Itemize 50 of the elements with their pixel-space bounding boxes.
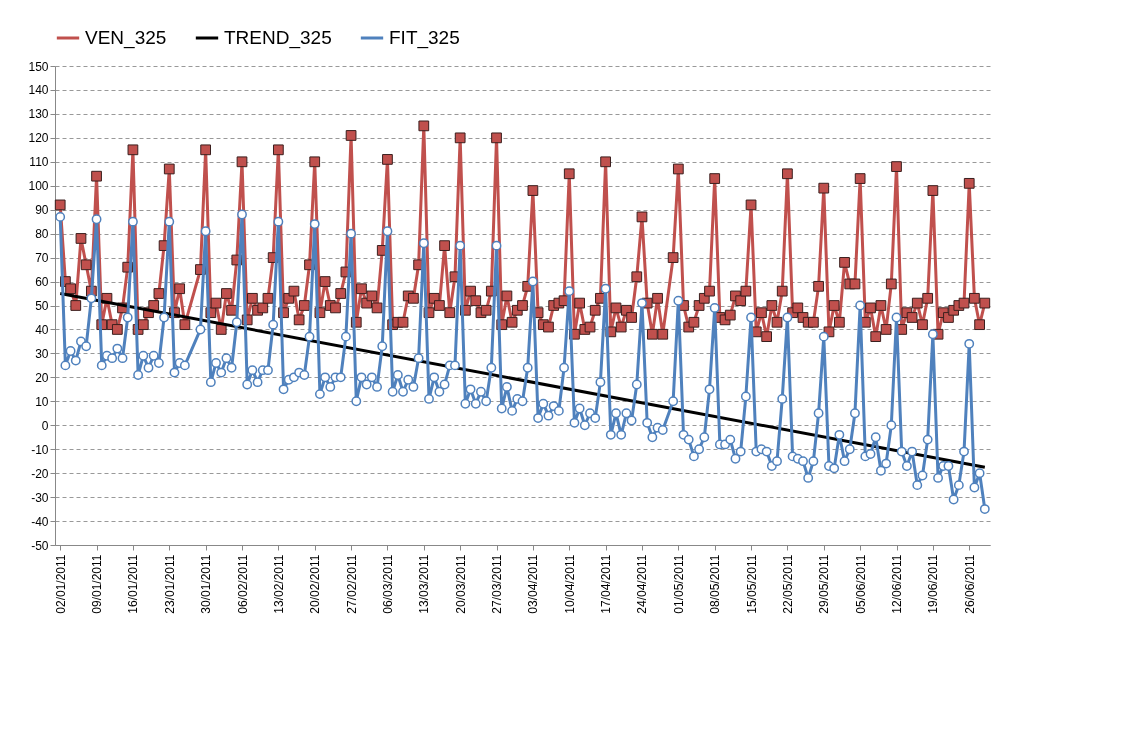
x-tick-label: 24/04/2011 — [635, 554, 650, 614]
y-tick-label: 40 — [35, 322, 49, 337]
x-tick-label: 09/01/2011 — [90, 554, 105, 614]
y-tick-label: 10 — [35, 394, 49, 409]
y-tick-label: -40 — [31, 514, 49, 529]
x-tick-label: 16/01/2011 — [126, 554, 141, 614]
y-tick-label: -50 — [31, 538, 49, 553]
legend-label: VEN_325 — [85, 27, 167, 49]
y-tick-label: 100 — [28, 179, 49, 194]
y-tick-label: 120 — [28, 131, 49, 146]
x-tick-label: 17/04/2011 — [599, 554, 614, 614]
y-tick-label: 60 — [35, 275, 49, 290]
x-tick-label: 27/03/2011 — [490, 554, 505, 614]
y-tick-label: 0 — [41, 418, 49, 433]
x-tick-label: 30/01/2011 — [199, 554, 214, 614]
y-tick-label: 150 — [28, 59, 49, 74]
x-tick-label: 13/03/2011 — [417, 554, 432, 614]
y-tick-label: -30 — [31, 490, 49, 505]
y-tick-label: 70 — [35, 251, 49, 266]
x-tick-label: 06/02/2011 — [235, 554, 250, 614]
x-tick-label: 20/03/2011 — [453, 554, 468, 614]
x-tick-label: 03/04/2011 — [526, 554, 541, 614]
y-tick-label: 90 — [35, 203, 49, 218]
y-tick-label: 140 — [28, 83, 49, 98]
y-tick-label: 130 — [28, 107, 49, 122]
y-tick-label: -10 — [31, 442, 49, 457]
y-tick-label: 20 — [35, 370, 49, 385]
y-tick-label: 50 — [35, 299, 49, 313]
y-tick-label: 110 — [29, 155, 49, 170]
legend-label: FIT_325 — [389, 27, 460, 49]
x-tick-label: 05/06/2011 — [853, 554, 868, 614]
x-tick-label: 26/06/2011 — [962, 554, 977, 614]
x-tick-label: 20/02/2011 — [308, 554, 323, 614]
y-tick-label: -20 — [31, 466, 49, 481]
x-tick-label: 02/01/2011 — [53, 554, 68, 614]
x-tick-label: 06/03/2011 — [380, 554, 395, 614]
x-tick-label: 29/05/2011 — [817, 554, 832, 614]
x-tick-label: 22/05/2011 — [780, 554, 795, 614]
x-tick-label: 01/05/2011 — [671, 554, 686, 614]
x-tick-label: 12/06/2011 — [890, 554, 904, 614]
x-tick-label: 15/05/2011 — [744, 554, 759, 614]
x-tick-label: 13/02/2011 — [271, 554, 286, 614]
x-tick-label: 08/05/2011 — [708, 554, 723, 614]
x-tick-label: 23/01/2011 — [162, 554, 177, 614]
x-tick-label: 27/02/2011 — [344, 554, 359, 614]
x-tick-label: 19/06/2011 — [926, 554, 941, 614]
y-tick-label: 30 — [35, 346, 49, 361]
legend-label: TREND_325 — [224, 27, 332, 49]
x-tick-label: 10/04/2011 — [562, 554, 577, 614]
y-tick-label: 80 — [35, 227, 49, 242]
